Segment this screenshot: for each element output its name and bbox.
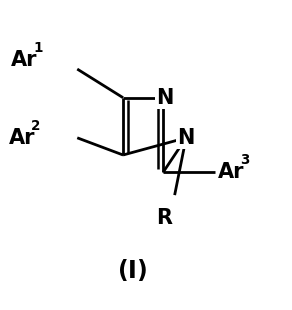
Text: Ar: Ar — [218, 162, 244, 182]
Text: Ar: Ar — [11, 51, 38, 70]
Text: Ar: Ar — [8, 128, 35, 148]
Text: N: N — [156, 88, 173, 108]
Text: R: R — [157, 208, 173, 228]
Text: 3: 3 — [240, 153, 249, 167]
Text: N: N — [178, 128, 195, 148]
Text: 1: 1 — [34, 42, 43, 55]
Text: $\bf{(I)}$: $\bf{(I)}$ — [117, 257, 147, 283]
Text: 2: 2 — [31, 119, 40, 133]
